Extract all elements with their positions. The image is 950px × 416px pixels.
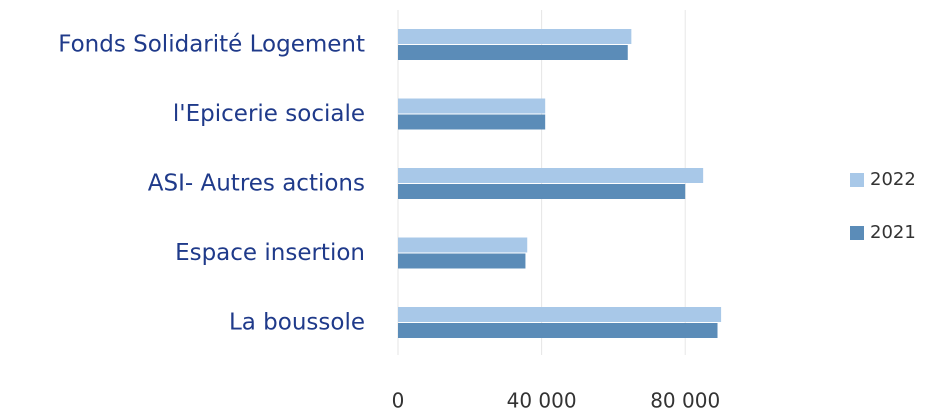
bar: [398, 29, 632, 44]
category-label: Fonds Solidarité Logement: [58, 32, 365, 58]
bar: [398, 307, 722, 322]
bar: [398, 323, 718, 338]
bar: [398, 98, 546, 114]
legend-swatch: [850, 226, 864, 240]
bar: [398, 168, 704, 183]
category-label: Espace insertion: [175, 240, 365, 266]
bar: [398, 184, 686, 199]
legend-label: 2022: [870, 169, 916, 190]
x-tick-label: 0: [392, 389, 405, 413]
bar: [398, 253, 526, 269]
category-label: ASI- Autres actions: [148, 171, 365, 197]
x-tick-label: 40 000: [507, 389, 577, 413]
bar: [398, 114, 546, 130]
category-label: La boussole: [229, 310, 365, 336]
x-tick-label: 80 000: [650, 389, 720, 413]
bar: [398, 45, 628, 60]
bar: [398, 237, 528, 253]
category-label: l'Epicerie sociale: [173, 101, 365, 127]
legend-swatch: [850, 173, 864, 187]
legend-label: 2021: [870, 222, 916, 243]
